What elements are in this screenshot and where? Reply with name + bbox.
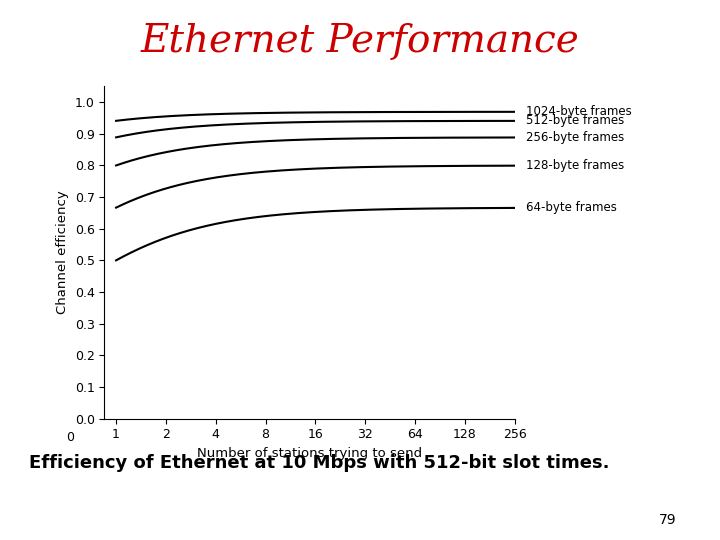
Text: 64-byte frames: 64-byte frames bbox=[526, 201, 617, 214]
Text: 256-byte frames: 256-byte frames bbox=[526, 131, 624, 144]
Text: 0: 0 bbox=[66, 431, 74, 444]
Y-axis label: Channel efficiency: Channel efficiency bbox=[56, 191, 69, 314]
Text: Efficiency of Ethernet at 10 Mbps with 512-bit slot times.: Efficiency of Ethernet at 10 Mbps with 5… bbox=[29, 454, 609, 471]
Text: 79: 79 bbox=[660, 512, 677, 526]
X-axis label: Number of stations trying to send: Number of stations trying to send bbox=[197, 447, 422, 460]
Text: Ethernet Performance: Ethernet Performance bbox=[140, 23, 580, 60]
Text: 128-byte frames: 128-byte frames bbox=[526, 159, 624, 172]
Text: 512-byte frames: 512-byte frames bbox=[526, 114, 624, 127]
Text: 1024-byte frames: 1024-byte frames bbox=[526, 105, 631, 118]
